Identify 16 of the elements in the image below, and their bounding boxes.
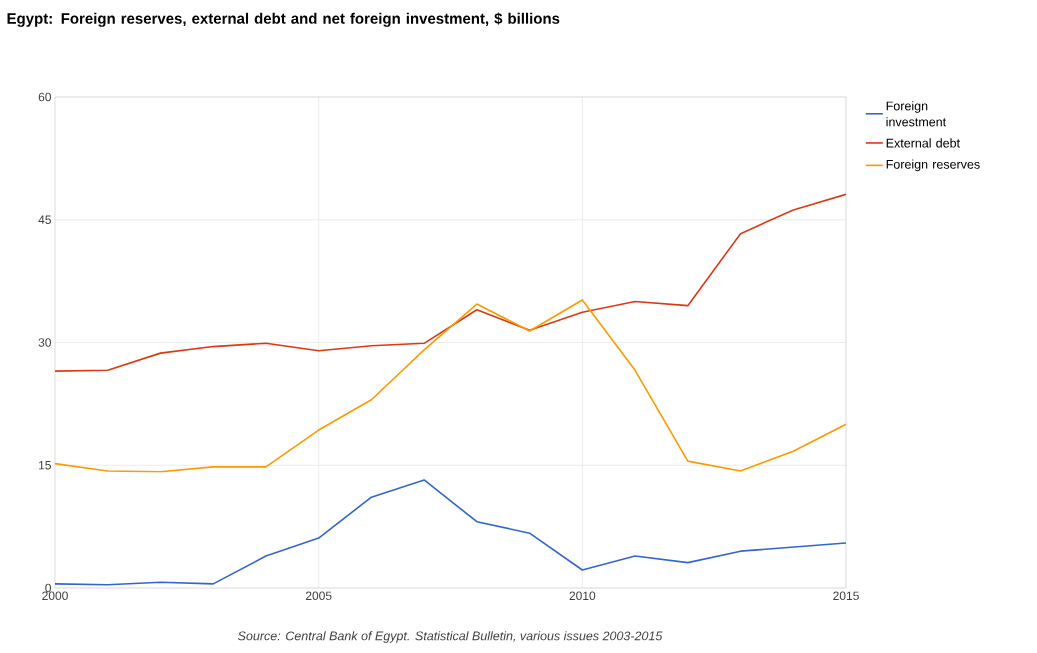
x-tick-label: 2005 — [305, 591, 332, 601]
y-tick-label: 45 — [38, 215, 51, 224]
x-tick-label: 2010 — [569, 591, 596, 601]
y-tick-label: 15 — [39, 461, 51, 470]
x-tick-label: 2000 — [42, 591, 68, 601]
legend-label: External debt — [886, 138, 960, 148]
line-series — [55, 299, 846, 473]
chart-title: Egypt: Foreign reserves, external debt and net foreign investment, $ billions — [7, 12, 560, 27]
source-note: Source: Central Bank of Egypt. Statistical Bulletin, various issues 2003-2015 — [237, 631, 663, 643]
legend-label: Foreign investment — [886, 101, 947, 127]
y-tick-label: 60 — [38, 92, 52, 102]
line-series — [55, 193, 846, 372]
x-tick-label: 2015 — [833, 591, 859, 601]
legend-label: Foreign reserves — [886, 159, 980, 172]
y-tick-label: 30 — [38, 338, 52, 347]
y-tick-label: 0 — [45, 583, 52, 593]
